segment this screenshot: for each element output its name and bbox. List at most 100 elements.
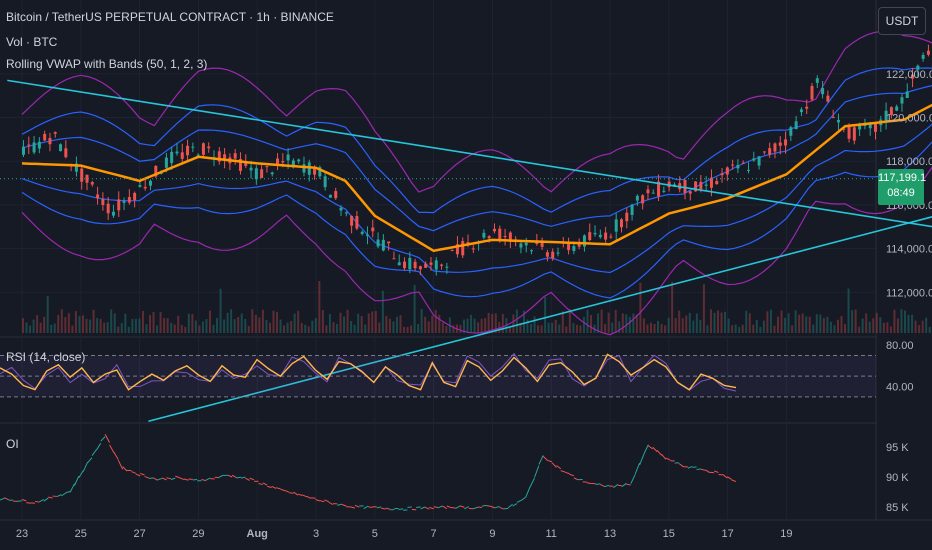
candle-body xyxy=(323,176,327,188)
oi-segment xyxy=(161,477,167,481)
oi-segment xyxy=(262,482,268,486)
volume-bar xyxy=(74,311,77,333)
oi-segment xyxy=(512,503,518,507)
oi-segment xyxy=(192,478,198,481)
volume-bar xyxy=(53,323,56,333)
candle-body xyxy=(133,192,137,201)
candle-body xyxy=(635,195,639,201)
volume-bar xyxy=(685,315,688,333)
volume-bar xyxy=(625,314,628,333)
volume-bar xyxy=(604,323,607,333)
volume-bar xyxy=(357,313,360,333)
candle-body xyxy=(593,232,597,235)
candle-body xyxy=(122,200,126,203)
candle-body xyxy=(461,241,465,256)
volume-bar xyxy=(89,319,92,333)
volume-bar xyxy=(515,309,518,333)
volume-indicator-label[interactable]: Vol · BTC xyxy=(6,35,58,49)
candle-body xyxy=(487,236,491,239)
volume-bar xyxy=(173,324,176,333)
volume-bar xyxy=(328,313,331,333)
volume-bar xyxy=(473,318,476,333)
volume-bar xyxy=(911,314,914,333)
candle-body xyxy=(339,207,343,211)
volume-bar xyxy=(918,325,921,333)
oi-segment xyxy=(573,477,579,481)
volume-bar xyxy=(872,318,875,333)
volume-bar xyxy=(431,315,434,333)
time-tick-label: 7 xyxy=(431,528,437,540)
oi-segment xyxy=(556,465,562,470)
bar-countdown: 08:49 xyxy=(887,187,915,199)
candle-body xyxy=(625,212,629,222)
candle-body xyxy=(154,165,158,177)
volume-bar xyxy=(434,309,437,333)
candle-body xyxy=(524,242,528,246)
volume-bar xyxy=(836,319,839,333)
candle-body xyxy=(757,156,761,166)
oi-segment xyxy=(481,504,487,507)
oi-segment xyxy=(376,506,382,509)
volume-bar xyxy=(307,326,310,333)
candle-body xyxy=(450,250,454,252)
candle-body xyxy=(609,236,613,238)
candle-body xyxy=(408,257,412,270)
oi-segment xyxy=(494,505,500,509)
band-3-lower xyxy=(21,166,932,336)
oi-segment xyxy=(91,449,97,456)
rsi-indicator-label[interactable]: RSI (14, close) xyxy=(6,350,86,364)
volume-bar xyxy=(120,323,123,333)
oi-segment xyxy=(297,493,303,497)
volume-bar xyxy=(865,313,868,333)
volume-bar xyxy=(491,313,494,333)
volume-bar xyxy=(928,326,931,333)
oi-segment xyxy=(534,465,540,478)
candle-body xyxy=(604,232,608,240)
volume-bar xyxy=(660,323,663,333)
oi-segment xyxy=(472,506,478,510)
candle-body xyxy=(350,216,354,226)
volume-bar xyxy=(533,316,536,333)
oi-segment xyxy=(34,500,40,503)
oi-segment xyxy=(175,475,180,479)
volume-bar xyxy=(699,319,702,333)
vwap-indicator-label[interactable]: Rolling VWAP with Bands (50, 1, 2, 3) xyxy=(6,57,208,71)
oi-indicator-label[interactable]: OI xyxy=(6,437,19,451)
oi-segment xyxy=(87,457,93,464)
volume-bar xyxy=(858,326,861,333)
candle-body xyxy=(863,125,867,127)
oi-segment xyxy=(665,457,671,461)
oi-segment xyxy=(551,462,557,468)
volume-bar xyxy=(766,311,769,333)
candle-body xyxy=(895,106,899,111)
currency-button[interactable]: USDT xyxy=(878,7,926,35)
volume-bars xyxy=(22,281,931,333)
volume-bar xyxy=(134,318,137,333)
candle-body xyxy=(328,194,332,198)
oi-segment xyxy=(416,506,421,508)
oi-segment xyxy=(634,462,641,475)
oi-segment xyxy=(652,446,658,453)
candle-body xyxy=(371,227,375,232)
candle-body xyxy=(80,168,84,182)
oi-segment xyxy=(48,496,53,499)
oi-segment xyxy=(547,459,553,463)
volume-bar xyxy=(667,317,670,333)
volume-bar xyxy=(141,310,144,333)
oi-segment xyxy=(731,479,737,483)
oi-segment xyxy=(231,474,237,479)
candle-body xyxy=(186,145,190,156)
rsi-line xyxy=(0,353,737,391)
candle-body xyxy=(170,151,174,164)
oi-segment xyxy=(140,472,145,476)
oi-segment xyxy=(284,489,290,493)
volume-bar xyxy=(854,309,857,333)
volume-bar xyxy=(81,315,84,333)
price-tick-label: 122,000.0 xyxy=(886,69,932,81)
candle-body xyxy=(821,87,825,95)
volume-bar xyxy=(201,321,204,333)
volume-bar xyxy=(861,318,864,333)
oi-segment xyxy=(442,505,448,510)
volume-bar xyxy=(794,310,797,333)
oi-segment xyxy=(424,506,430,510)
